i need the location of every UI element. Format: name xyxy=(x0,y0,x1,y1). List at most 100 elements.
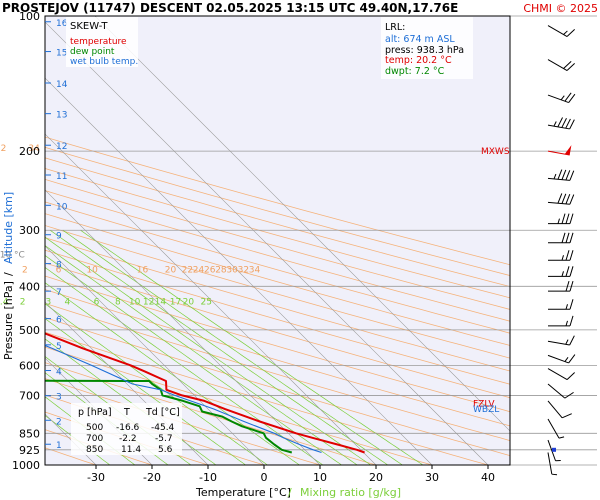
legend-dewpoint: dew point xyxy=(70,47,115,57)
dry-adiabat-label: 32 xyxy=(0,144,6,154)
dry-adiabat-line xyxy=(45,157,510,288)
ylabel-altitude: Altitude [km] xyxy=(2,192,15,264)
altitude-tick-label: 9 xyxy=(56,232,62,242)
wind-barb xyxy=(548,250,574,261)
wind-barb-staff xyxy=(547,439,556,461)
wind-barb xyxy=(547,383,574,399)
wind-barb-full xyxy=(565,232,570,243)
dry-adiabat-line xyxy=(45,190,510,322)
ylabel-sep: / xyxy=(2,272,15,276)
wind-barb xyxy=(548,232,574,244)
lrl-title: LRL: xyxy=(385,22,405,33)
series-layer xyxy=(45,332,365,454)
wind-barb-full xyxy=(569,280,574,292)
wind-barb-full xyxy=(561,213,566,224)
mixing-ratio-line xyxy=(45,282,300,465)
xlabel-temp: Temperature [°C] xyxy=(195,486,291,499)
wind-barb xyxy=(548,299,574,310)
isotherms xyxy=(45,16,510,465)
wind-barb-full xyxy=(561,118,567,128)
chart-title: PROSTEJOV (11747) DESCENT 02.05.2025 13:… xyxy=(2,1,458,15)
isotherm-line xyxy=(45,357,153,465)
mixing-ratio-line xyxy=(45,236,371,465)
dry-adiabat-line xyxy=(45,262,510,399)
xlabel-sep: / xyxy=(288,486,292,499)
temperature-tick-label: 30 xyxy=(425,471,439,484)
adiabat-temp-label: 20 xyxy=(165,265,177,275)
temperature-tick-label: -30 xyxy=(87,471,105,484)
dry-adiabat-line xyxy=(45,146,510,276)
wind-barb xyxy=(547,439,561,462)
wind-barb-full xyxy=(565,280,570,292)
altitude-tick-label: 1 xyxy=(56,441,62,451)
altitude-tick-label: 8 xyxy=(56,261,62,271)
wind-barb-staff xyxy=(547,452,553,475)
wind-barb-full xyxy=(561,232,566,243)
table-cell: -45.4 xyxy=(151,423,175,433)
lrl-press: press: 938.3 hPa xyxy=(385,45,464,56)
wind-barb-half xyxy=(561,255,564,261)
mixing-ratio-label: 12 xyxy=(143,297,154,307)
wind-barb-full xyxy=(569,194,575,205)
temperature-ticks: -30 -20 -10 0 10 20 30 40 xyxy=(87,465,495,484)
dry-adiabat-line xyxy=(45,237,510,372)
wind-barb-staff xyxy=(547,400,563,419)
mixing-ratio-label: 3 xyxy=(45,297,51,307)
x-axis-label: Temperature [°C] / Mixing ratio [g/kg] xyxy=(195,486,401,499)
wind-barb xyxy=(547,368,575,381)
credit-text: CHMI © 2025 xyxy=(523,2,598,15)
pressure-tick-label: 300 xyxy=(19,224,40,237)
wind-barb-half xyxy=(553,121,557,127)
wind-barb-staff xyxy=(547,418,560,439)
wind-barb-full xyxy=(565,266,570,277)
table-cell: -2.2 xyxy=(119,434,137,444)
mixing-ratio-label: 1.4 xyxy=(0,297,9,307)
altitude-tick-label: 5 xyxy=(56,342,62,352)
wind-barb-pennant xyxy=(564,145,572,155)
pressure-tick-label: 500 xyxy=(19,324,40,337)
mixing-ratio-label: 20 xyxy=(183,297,195,307)
adiabat-temp-label: 6 xyxy=(56,265,62,275)
wind-barb xyxy=(547,335,575,346)
wind-barb-full xyxy=(557,193,563,204)
wind-barb-full xyxy=(569,266,574,277)
mixing-ratio-line xyxy=(45,303,268,465)
mixing-ratio-label: 8 xyxy=(115,297,121,307)
wind-barb-full xyxy=(557,169,563,180)
wind-barb-full xyxy=(563,60,572,69)
lrl-alt: alt: 674 m ASL xyxy=(385,34,455,45)
adiabat-temp-label: 10 xyxy=(86,265,98,275)
adiabat-temp-label: 2 xyxy=(22,265,28,275)
mixing-ratio-line xyxy=(49,229,388,465)
adiabat-temp-label: 34 xyxy=(249,265,261,275)
isotherm-line xyxy=(45,133,377,465)
wind-barb-full xyxy=(564,92,572,102)
wind-barb-full xyxy=(569,232,574,243)
temperature-tick-label: 0 xyxy=(261,471,268,484)
lrl-temp: temp: 20.2 °C xyxy=(385,55,452,66)
wind-barb xyxy=(547,145,572,156)
altitude-tick-label: 6 xyxy=(56,316,62,326)
mixing-ratio-label: 10 xyxy=(129,297,141,307)
wbzl-label: WBZL xyxy=(473,405,499,415)
adiabat-temp-label: 28 xyxy=(215,265,227,275)
wind-barb-full xyxy=(569,299,574,310)
mixing-ratio-line xyxy=(80,229,424,465)
wind-barb-full xyxy=(569,335,575,346)
wind-barb-full xyxy=(566,62,575,71)
mixing-ratio-line xyxy=(45,254,342,465)
wind-barb xyxy=(547,25,575,37)
wind-barb xyxy=(547,92,576,104)
wind-barb-half xyxy=(565,339,569,345)
wind-barb-half xyxy=(560,95,565,101)
adiabat-temp-label: 22 xyxy=(182,265,193,275)
y-axis-label: Pressure [hPa] / Altitude [km] xyxy=(2,192,15,360)
pressure-tick-label: 1000 xyxy=(12,459,40,472)
ylabel-pressure: Pressure [hPa] xyxy=(2,281,15,360)
wind-barbs xyxy=(547,25,576,476)
mxws-label: MXWS xyxy=(481,147,510,157)
fzlv-label: FZLV xyxy=(473,400,495,410)
wind-barb-half xyxy=(557,218,560,224)
wind-barb-full xyxy=(565,170,571,181)
